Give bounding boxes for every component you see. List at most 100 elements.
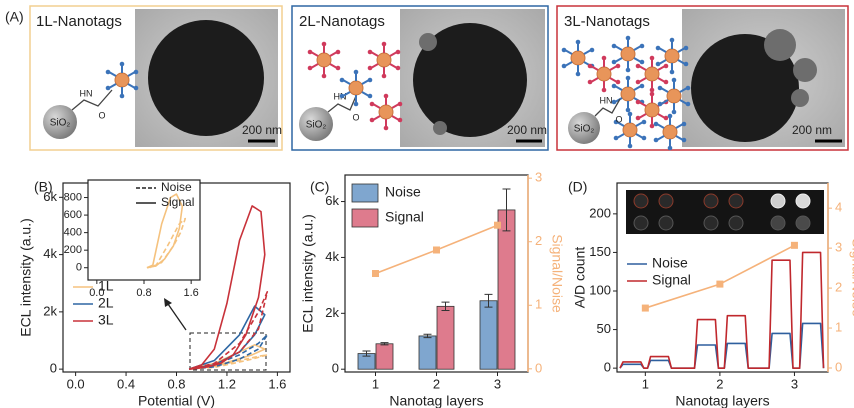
nanotag-panel: 200 nm 1L-Nanotags SiO₂ HN O: [30, 6, 282, 150]
x-tick-label: 0.4: [117, 376, 135, 391]
ratio-marker: [716, 281, 723, 288]
y-tick-label: 6k: [43, 189, 57, 204]
ratio-marker: [642, 305, 649, 312]
y-tick-label: 2k: [43, 303, 57, 318]
x-tick-label: 1: [642, 376, 649, 391]
panel-title: 2L-Nanotags: [299, 13, 385, 30]
nanotag-icon: [308, 42, 341, 79]
y2-tick-label: 0: [535, 360, 542, 375]
core-label: SiO₂: [306, 120, 327, 131]
core-label: SiO₂: [574, 124, 595, 135]
legend-label: 3L: [98, 312, 114, 328]
nanotag-panel: 200 nm 3L-Nanotags SiO₂ HN O: [557, 6, 848, 150]
legend-swatch: [352, 209, 378, 227]
oxygen-label: O: [352, 112, 359, 122]
y-axis-label: ECL intensity (a.u.): [18, 218, 34, 337]
y-tick-label: 0: [332, 361, 339, 376]
nanotag-cluster: [793, 58, 817, 82]
x-tick-label: 1.2: [218, 376, 236, 391]
core-label: SiO₂: [50, 118, 71, 129]
panel-title: 1L-Nanotags: [36, 13, 122, 30]
bar: [498, 210, 515, 369]
y-tick-label: 800: [64, 191, 82, 203]
y2-axis-label: Signal/Noise: [549, 234, 565, 313]
y2-axis-label: Signal/Noise: [849, 238, 854, 317]
y-tick-label: 200: [589, 205, 611, 220]
nanotag-icon: [106, 62, 139, 99]
legend-label: Noise: [161, 180, 192, 194]
legend-label: Signal: [652, 272, 691, 288]
ratio-marker: [372, 270, 379, 277]
y-tick-label: 150: [589, 244, 611, 259]
y-tick-label: 600: [64, 209, 82, 221]
y-tick-label: 6k: [325, 193, 339, 208]
x-axis-label: Potential (V): [138, 393, 215, 408]
x-axis-label: Nanotag layers: [389, 393, 483, 408]
y-tick-label: 400: [64, 227, 82, 239]
y-tick-label: 200: [64, 244, 82, 256]
y-tick-label: 0: [604, 360, 611, 375]
y-tick-label: 2k: [325, 305, 339, 320]
panel-title: 3L-Nanotags: [564, 13, 650, 30]
panel-label: (D): [568, 179, 587, 195]
x-tick-label: 0.8: [167, 376, 185, 391]
legend-label: Noise: [652, 255, 688, 271]
bar: [376, 344, 393, 369]
y-axis-label: ECL intensity (a.u.): [300, 214, 316, 333]
amine-label: HN: [600, 95, 613, 105]
nanotag-icon: [562, 40, 595, 77]
y2-tick-label: 1: [835, 319, 842, 334]
x-axis-label: Nanotag layers: [675, 393, 769, 408]
scale-label: 200 nm: [507, 123, 547, 137]
y-tick-label: 4k: [325, 249, 339, 264]
ratio-marker: [791, 242, 798, 249]
y2-tick-label: 0: [835, 359, 842, 374]
legend-label: Signal: [385, 209, 424, 225]
y-tick-label: 100: [589, 282, 611, 297]
nanotag-cluster: [419, 33, 437, 51]
legend-label: Noise: [385, 184, 421, 200]
ratio-marker: [433, 246, 440, 253]
x-tick-label: 0.8: [136, 287, 151, 299]
nanotag-panel: 200 nm 2L-Nanotags SiO₂ HN O: [292, 6, 548, 150]
y-tick-label: 0: [50, 361, 57, 376]
nanotag-cluster: [433, 121, 447, 135]
x-tick-label: 1: [372, 376, 379, 391]
nanotag-cluster: [764, 29, 796, 61]
bar: [480, 301, 497, 369]
nanotag-icon: [654, 114, 687, 151]
nanotag-cluster: [791, 89, 809, 107]
silica-particle: [148, 20, 264, 136]
scale-label: 200 nm: [792, 123, 832, 137]
nanotag-icon: [368, 42, 401, 79]
x-tick-label: 1.6: [268, 376, 286, 391]
oxygen-label: O: [615, 114, 622, 124]
legend-label: Signal: [161, 195, 194, 209]
y-tick-label: 4k: [43, 246, 57, 261]
oxygen-label: O: [98, 110, 105, 120]
y2-tick-label: 2: [535, 233, 542, 248]
x-tick-label: 1.6: [184, 287, 199, 299]
scale-label: 200 nm: [242, 123, 282, 137]
x-tick-label: 3: [791, 376, 798, 391]
zoom-arrowhead: [164, 298, 172, 307]
figure: (A) (B) (C) (D) 200 nm 1L-Nanotags SiO₂ …: [0, 0, 854, 408]
y-tick-label: 50: [597, 321, 611, 336]
y-tick-label: 0: [76, 262, 82, 274]
y-axis-label: A/D count: [572, 247, 588, 309]
panel-label: (A): [5, 9, 24, 25]
y2-tick-label: 3: [535, 170, 542, 185]
x-tick-label: 0.0: [67, 376, 85, 391]
zoom-arrow: [168, 304, 186, 330]
series-line: [620, 252, 824, 368]
y2-tick-label: 4: [835, 200, 842, 215]
y2-tick-label: 1: [535, 297, 542, 312]
spot-image-background: [626, 190, 824, 234]
x-tick-label: 3: [494, 376, 501, 391]
x-tick-label: 2: [716, 376, 723, 391]
y2-tick-label: 3: [835, 240, 842, 255]
x-tick-label: 2: [433, 376, 440, 391]
amine-label: HN: [80, 88, 93, 98]
x-tick-label: 0.0: [89, 287, 104, 299]
spot-image: [626, 190, 824, 234]
